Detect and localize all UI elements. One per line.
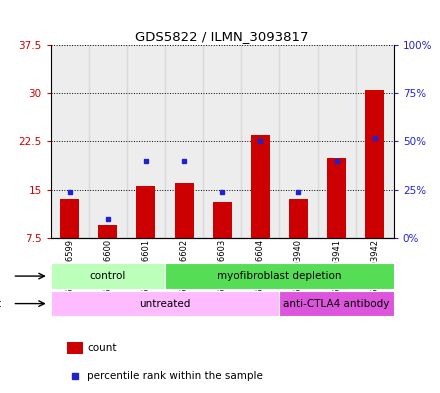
Text: agent: agent	[0, 299, 1, 309]
Title: GDS5822 / ILMN_3093817: GDS5822 / ILMN_3093817	[136, 29, 309, 42]
Text: myofibroblast depletion: myofibroblast depletion	[217, 271, 341, 281]
Text: count: count	[87, 343, 117, 353]
Text: control: control	[90, 271, 126, 281]
Bar	[136, 186, 155, 238]
Bar	[165, 45, 203, 238]
Bar	[51, 45, 89, 238]
Bar	[327, 158, 346, 238]
Text: anti-CTLA4 antibody: anti-CTLA4 antibody	[283, 299, 390, 309]
Text: untreated: untreated	[139, 299, 191, 309]
Bar	[98, 225, 117, 238]
Bar	[279, 45, 318, 238]
Bar	[165, 263, 394, 289]
Bar	[213, 202, 232, 238]
Bar	[175, 183, 194, 238]
Text: protocol: protocol	[0, 271, 1, 281]
Bar	[203, 45, 241, 238]
Bar	[279, 291, 394, 316]
Bar	[241, 45, 279, 238]
Bar	[60, 199, 79, 238]
Bar	[51, 291, 279, 316]
Bar	[67, 342, 83, 354]
Bar	[356, 45, 394, 238]
Bar	[51, 263, 165, 289]
Bar	[318, 45, 356, 238]
Bar	[251, 135, 270, 238]
Bar	[365, 90, 384, 238]
Bar	[89, 45, 127, 238]
Text: percentile rank within the sample: percentile rank within the sample	[87, 371, 263, 381]
Bar	[127, 45, 165, 238]
Bar	[289, 199, 308, 238]
